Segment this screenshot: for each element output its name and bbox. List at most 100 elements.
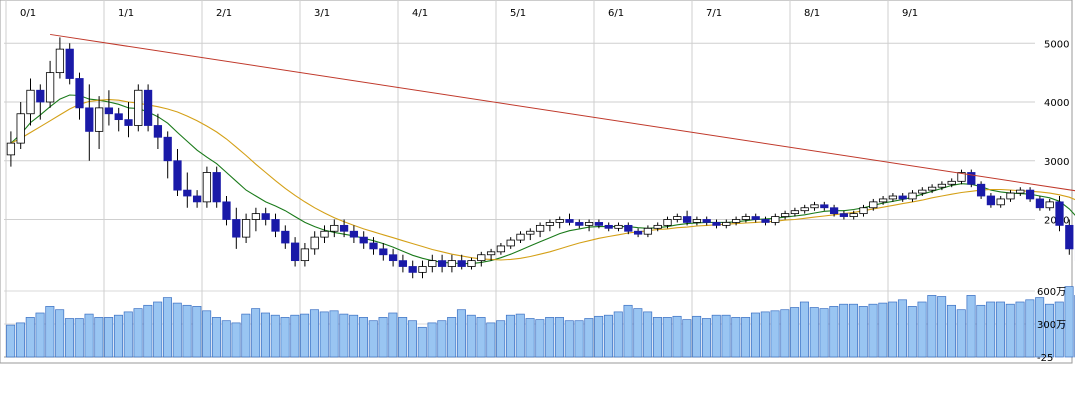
candle-up [850,214,857,217]
candle-up [879,199,886,202]
volume-bar [418,327,426,357]
volume-bar [604,315,612,357]
candle-up [948,181,955,184]
volume-bar [634,309,642,357]
volume-bar [810,308,818,358]
volume-bar [967,295,975,357]
volume-bar [359,317,367,357]
candle-up [585,222,592,225]
volume-bar [477,317,485,357]
date-tick-label: 0/1 [20,8,36,19]
candle-down [115,114,122,120]
volume-bar [506,315,514,357]
volume-bar [595,316,603,357]
candle-up [1046,202,1053,208]
candle-down [360,237,367,243]
volume-bar [105,317,113,357]
volume-bar [987,302,995,357]
volume-bar [908,306,916,357]
candle-down [625,225,632,231]
volume-bar [742,317,750,357]
volume-bar [379,317,387,357]
volume-bar [996,302,1004,357]
volume-bar [840,304,848,357]
volume-bar [859,306,867,357]
candle-up [95,108,102,132]
volume-bar [408,321,416,357]
volume-tick-label: 300万 [1037,320,1066,331]
volume-bar [203,311,211,357]
volume-bar [389,313,397,357]
candle-up [46,73,53,102]
volume-bar [301,314,309,357]
candle-down [605,225,612,228]
date-tick-label: 1/1 [118,8,134,19]
candle-down [174,161,181,190]
candle-up [860,208,867,214]
candle-up [664,220,671,226]
volume-bar [497,321,505,357]
volume-bar [546,317,554,357]
candle-up [17,114,24,143]
candle-up [468,261,475,267]
volume-bar [271,315,279,357]
candle-up [497,246,504,252]
volume-bar [957,310,965,357]
volume-bar [75,319,83,358]
volume-bar [46,306,54,357]
volume-bar [369,321,377,357]
candle-up [27,90,34,114]
candle-down [683,217,690,223]
volume-bar [222,321,230,357]
volume-bar [791,308,799,358]
candle-up [772,217,779,223]
volume-bar [163,298,171,357]
volume-bar [918,302,926,357]
candle-up [644,228,651,234]
volume-bar [1006,304,1014,357]
candle-up [331,225,338,231]
candle-down [193,196,200,202]
candle-up [536,225,543,231]
candle-down [899,196,906,199]
candle-down [262,214,269,220]
candle-down [66,49,73,78]
candle-up [527,231,534,234]
candle-down [566,220,573,223]
volume-bar [85,314,93,357]
volume-bar [212,317,220,357]
volume-bar [771,311,779,357]
candle-up [517,234,524,240]
candle-up [478,255,485,261]
candle-up [938,184,945,187]
volume-bar [653,317,661,357]
candle-up [1017,190,1024,193]
volume-bar [36,313,44,357]
volume-bar [310,310,318,357]
volume-bar [947,305,955,357]
volume-bar [1026,300,1034,357]
date-tick-label: 6/1 [608,8,624,19]
candle-up [909,193,916,199]
date-tick-label: 7/1 [706,8,722,19]
volume-bar [624,305,632,357]
volume-bar [869,304,877,357]
candle-down [213,173,220,202]
candle-down [830,208,837,214]
volume-bar [898,300,906,357]
price-tick-label: 4000 [1044,98,1069,109]
candle-down [1056,202,1063,226]
volume-bar [26,317,34,357]
volume-bar [712,315,720,357]
candle-down [752,217,759,220]
candle-up [321,231,328,237]
candle-down [86,108,93,132]
volume-bar [673,316,681,357]
volume-bar [849,304,857,357]
volume-bar [144,305,152,357]
candle-up [487,252,494,255]
candle-up [135,90,142,125]
candle-down [703,220,710,223]
candle-down [409,267,416,273]
